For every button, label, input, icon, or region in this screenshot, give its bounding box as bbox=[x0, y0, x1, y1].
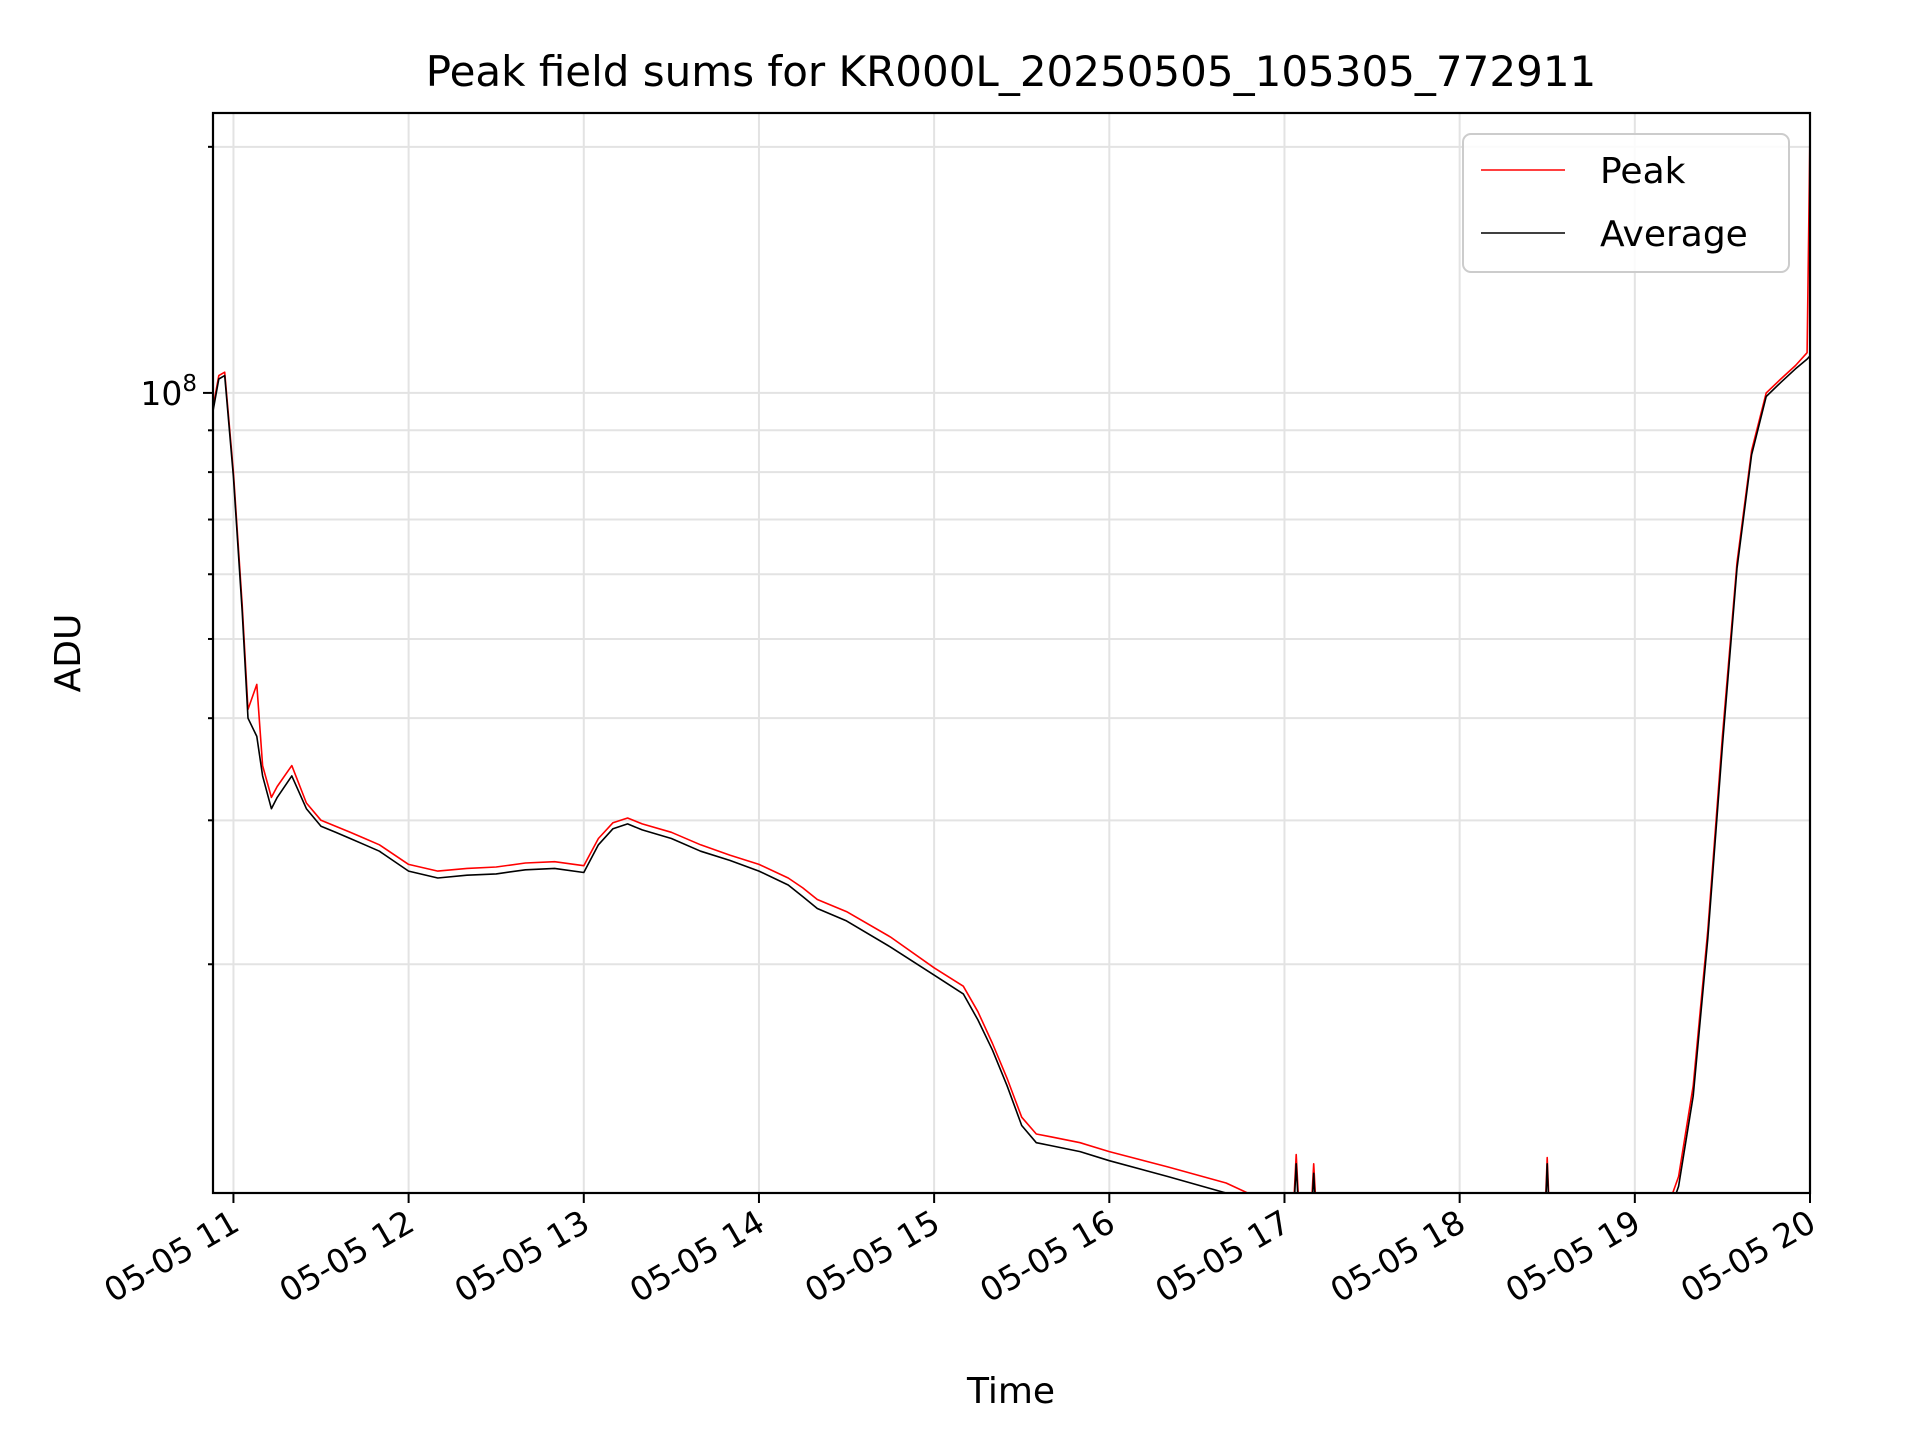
y-axis-label: ADU bbox=[48, 614, 89, 693]
legend: Peak Average bbox=[1462, 133, 1790, 273]
legend-label-peak: Peak bbox=[1600, 151, 1686, 192]
plot-frame bbox=[211, 111, 1812, 1195]
legend-box bbox=[1462, 133, 1790, 273]
series-line-peak bbox=[213, 129, 1810, 1193]
y-tick-label: 108 bbox=[140, 371, 197, 413]
y-axis: 108 bbox=[140, 145, 213, 966]
series-line-average bbox=[213, 355, 1810, 1193]
x-axis-label: Time bbox=[966, 1371, 1055, 1412]
series-layer bbox=[213, 129, 1810, 1193]
legend-label-average: Average bbox=[1600, 214, 1748, 255]
chart-title: Peak field sums for KR000L_20250505_1053… bbox=[426, 47, 1597, 96]
